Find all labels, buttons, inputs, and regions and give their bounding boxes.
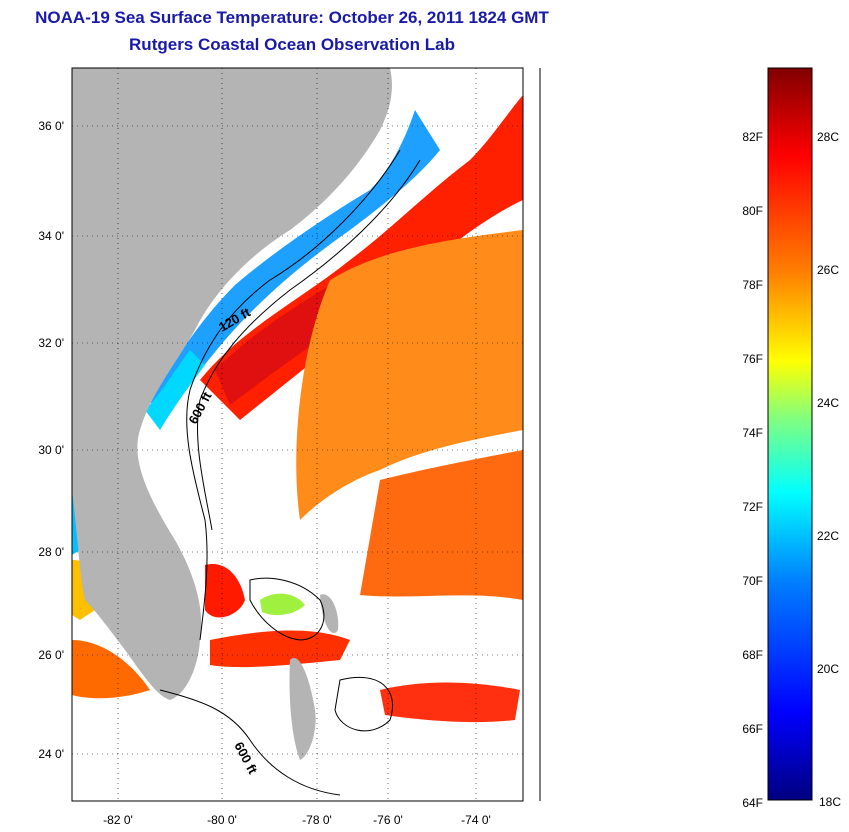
lon-label: -80 0' [207, 813, 237, 827]
latitude-labels: 36 0' 34 0' 32 0' 30 0' 28 0' 26 0' 24 0… [38, 119, 64, 761]
bathymetry-contours [159, 149, 421, 796]
colorbar-c-label: 20C [817, 662, 839, 676]
colorbar-f-label: 68F [742, 648, 763, 662]
map-frame [71, 67, 524, 802]
colorbar-f-label: 64F [742, 796, 763, 810]
lat-label: 30 0' [38, 443, 64, 457]
lat-label: 32 0' [38, 336, 64, 350]
lat-label: 36 0' [38, 119, 64, 133]
colorbar-gradient [767, 67, 813, 801]
colorbar-c-label: 18C [819, 795, 841, 809]
lon-label: -78 0' [302, 813, 332, 827]
colorbar-f-label: 72F [742, 500, 763, 514]
map-subtitle: Rutgers Coastal Ocean Observation Lab [129, 35, 455, 54]
colorbar-f-label: 76F [742, 352, 763, 366]
colorbar-c-label: 28C [817, 130, 839, 144]
colorbar-c-label: 22C [817, 529, 839, 543]
lat-label: 34 0' [38, 229, 64, 243]
colorbar-c-label: 24C [817, 396, 839, 410]
colorbar-f-label: 78F [742, 278, 763, 292]
lon-label: -82 0' [103, 813, 133, 827]
colorbar-c-label: 26C [817, 263, 839, 277]
colorbar-f-label: 82F [742, 130, 763, 144]
colorbar-f-label: 80F [742, 204, 763, 218]
lon-label: -74 0' [461, 813, 491, 827]
lon-label: -76 0' [373, 813, 403, 827]
colorbar-c-labels: 28C 26C 24C 22C 20C 18C [817, 130, 841, 809]
map-grid [72, 68, 523, 801]
colorbar-f-labels: 82F 80F 78F 76F 74F 72F 70F 68F 66F 64F [742, 130, 763, 810]
lat-label: 28 0' [38, 545, 64, 559]
colorbar-f-label: 70F [742, 574, 763, 588]
colorbar-f-label: 66F [742, 722, 763, 736]
lat-label: 24 0' [38, 747, 64, 761]
colorbar-f-label: 74F [742, 426, 763, 440]
colorbar: 82F 80F 78F 76F 74F 72F 70F 68F 66F 64F … [742, 67, 841, 810]
map-title: NOAA-19 Sea Surface Temperature: October… [35, 8, 549, 27]
lat-label: 26 0' [38, 648, 64, 662]
map-area [72, 68, 523, 801]
longitude-labels: -82 0' -80 0' -78 0' -76 0' -74 0' [103, 813, 491, 827]
land-mass [72, 68, 392, 760]
